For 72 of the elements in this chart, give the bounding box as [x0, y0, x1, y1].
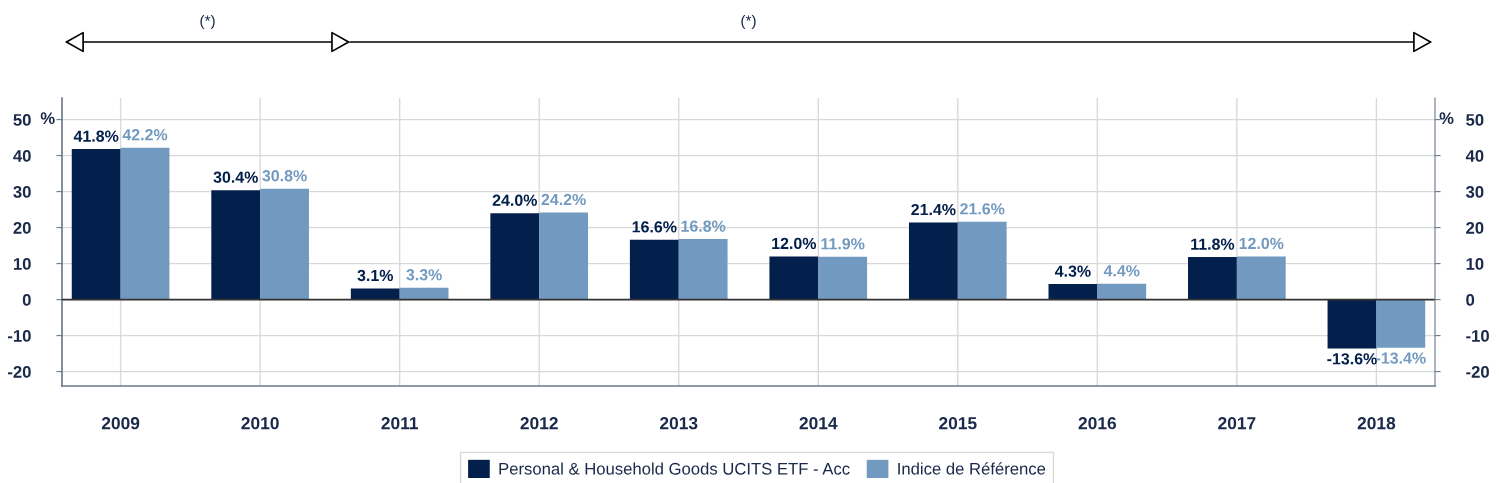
data-label: 12.0%	[772, 237, 817, 250]
y2-tick-label: 20	[1466, 222, 1484, 234]
data-label: 30.8%	[262, 170, 307, 182]
x-tick-label: 2018	[1357, 417, 1396, 430]
bar	[957, 221, 1007, 300]
data-label: -13.6%	[1327, 353, 1377, 365]
bar	[1097, 283, 1147, 300]
data-label: 12.0%	[1239, 237, 1284, 250]
bar	[1327, 299, 1377, 349]
y2-tick-label: -20	[1466, 366, 1489, 378]
x-tick-label: 2016	[1078, 417, 1117, 430]
y-tick-label: 40	[13, 150, 31, 162]
y2-tick-label: 0	[1466, 294, 1475, 306]
y2-tick-label: 10	[1466, 258, 1484, 270]
bar	[908, 222, 958, 300]
y-tick-label: 50	[13, 114, 31, 126]
x-tick-label: 2011	[381, 417, 419, 430]
x-tick-label: 2009	[101, 417, 140, 430]
bar	[818, 256, 868, 300]
data-label: 24.2%	[541, 193, 586, 206]
y-axis-title: %	[40, 112, 55, 125]
data-label: 11.8%	[1191, 238, 1235, 250]
bar	[1188, 257, 1237, 300]
bar	[629, 239, 679, 300]
x-tick-label: 2012	[520, 417, 558, 430]
bar	[260, 188, 309, 300]
x-tick-label: 2013	[660, 417, 698, 430]
y2-axis-title: %	[1439, 112, 1454, 125]
legend-label: Indice de Référence	[898, 462, 1046, 475]
y-tick-label: -10	[8, 330, 31, 342]
y-tick-label: 10	[13, 258, 31, 270]
text: (*)	[200, 14, 215, 30]
data-label: 42.2%	[122, 129, 168, 141]
bar	[211, 190, 261, 300]
bar	[350, 288, 400, 300]
x-tick-label: 2010	[241, 417, 279, 430]
y-tick-label: 0	[22, 294, 31, 306]
x-tick-label: 2014	[799, 417, 838, 430]
bar	[769, 256, 819, 300]
data-label: 21.6%	[960, 203, 1005, 215]
x-tick-label: 2015	[939, 417, 977, 430]
data-label: 3.1%	[357, 269, 394, 282]
y-tick-label: -20	[8, 366, 31, 378]
data-label: 3.3%	[406, 269, 442, 281]
data-label: 24.0%	[492, 194, 538, 206]
y2-tick-label: 30	[1465, 186, 1484, 198]
data-label: 30.4%	[213, 171, 258, 183]
data-label: 21.4%	[911, 203, 956, 216]
x-tick-label: 2017	[1218, 417, 1256, 430]
bar	[490, 213, 540, 300]
bar	[678, 239, 728, 300]
data-label: -13.4%	[1376, 352, 1426, 364]
data-label: 16.6%	[632, 221, 677, 233]
bar	[71, 149, 121, 300]
data-label: 16.8%	[681, 220, 726, 232]
data-label: 4.3%	[1054, 265, 1091, 277]
bar	[1376, 299, 1426, 348]
text: (*)	[741, 14, 756, 30]
y-tick-label: 20	[13, 222, 31, 234]
data-label: 41.8%	[73, 130, 119, 142]
legend-label: Personal & Household Goods UCITS ETF - Acc	[499, 462, 850, 475]
data-label: 4.4%	[1103, 265, 1140, 277]
bar	[120, 147, 170, 300]
y-tick-label: 30	[13, 186, 31, 198]
data-label: 11.9%	[821, 238, 865, 250]
bar	[1048, 284, 1098, 300]
y2-tick-label: 50	[1466, 114, 1484, 126]
y2-tick-label: 40	[1465, 150, 1484, 162]
bar	[1236, 256, 1286, 300]
y2-tick-label: -10	[1466, 330, 1489, 342]
bar	[539, 212, 589, 300]
bar	[399, 287, 449, 300]
